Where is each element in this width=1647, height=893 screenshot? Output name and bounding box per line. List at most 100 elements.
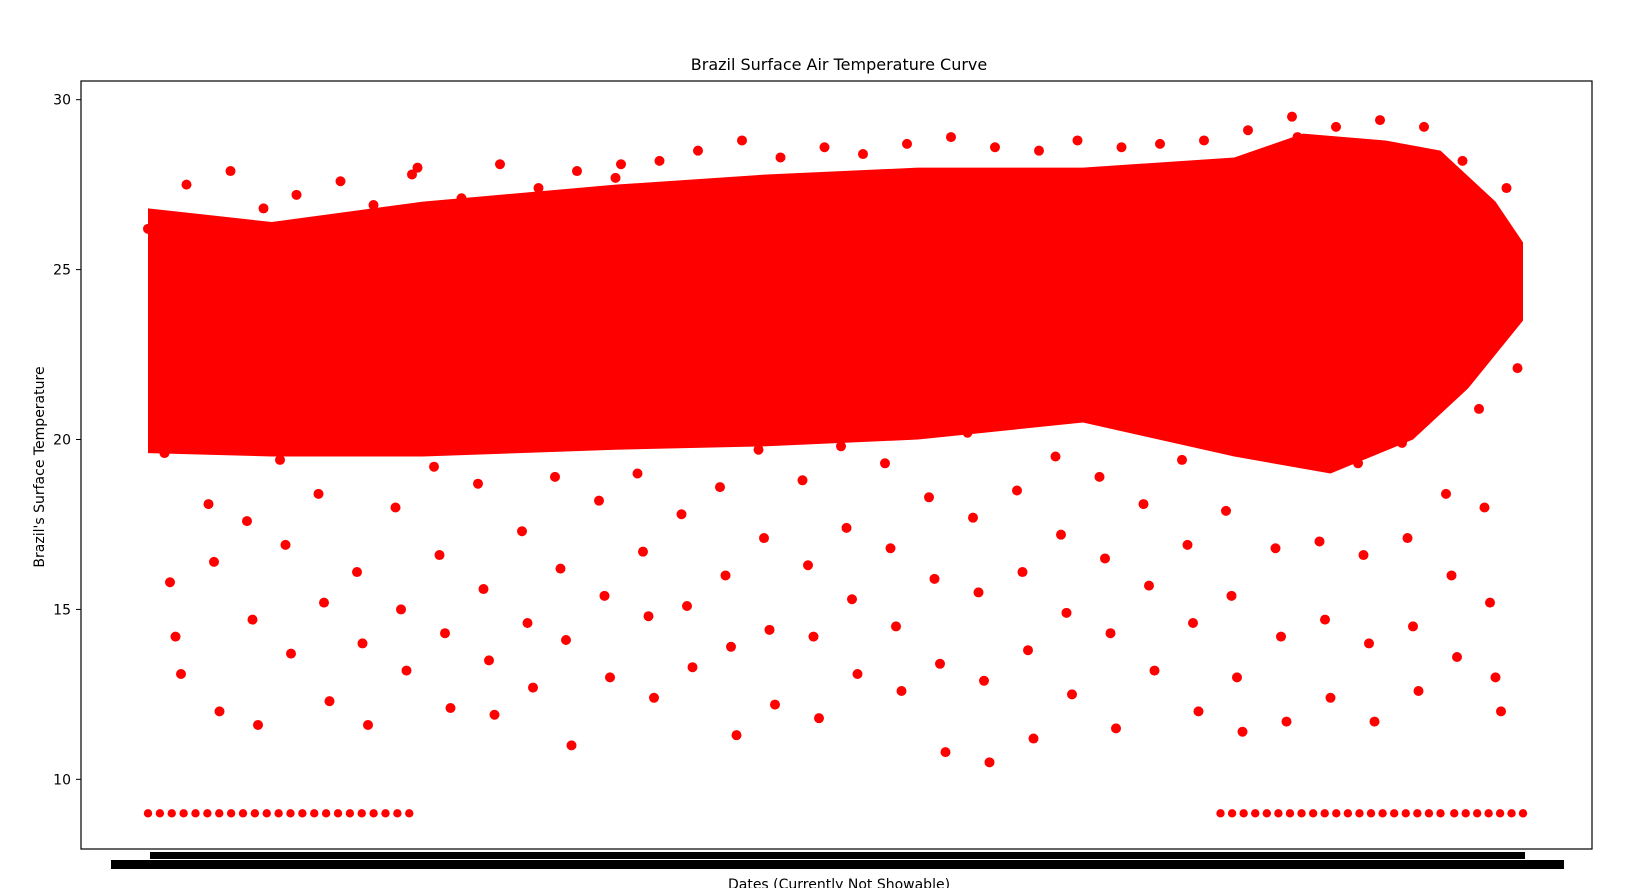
data-point (275, 454, 285, 465)
data-point (396, 604, 406, 615)
data-point (467, 403, 478, 414)
data-point (792, 380, 802, 391)
data-point (918, 410, 929, 421)
data-point (704, 322, 714, 333)
data-point (1380, 149, 1391, 160)
data-point (1490, 672, 1501, 683)
data-point (269, 359, 280, 370)
data-point (253, 719, 263, 730)
baseline-point (191, 809, 200, 818)
baseline-point (143, 809, 153, 818)
data-point (1006, 386, 1017, 397)
data-point (902, 138, 912, 149)
data-point (1259, 366, 1270, 377)
data-point (1507, 247, 1517, 258)
baseline-point (1484, 809, 1493, 818)
data-point (775, 152, 786, 163)
baseline-point (286, 809, 295, 818)
baseline-point (1332, 809, 1341, 818)
data-point (429, 461, 439, 472)
data-point (231, 329, 241, 340)
data-point (1166, 278, 1176, 289)
data-point (280, 539, 291, 550)
data-point (781, 210, 791, 221)
baseline-point (310, 809, 319, 818)
baseline-point (357, 809, 366, 818)
data-point (286, 648, 296, 659)
data-point (1028, 733, 1039, 744)
baseline-point (298, 809, 307, 818)
data-point (1364, 638, 1374, 649)
data-point (682, 601, 692, 612)
data-point (1298, 244, 1308, 255)
baseline-point (1366, 809, 1376, 818)
data-point (1457, 155, 1468, 166)
data-point (1270, 543, 1281, 554)
data-point (407, 169, 417, 180)
data-point (258, 203, 269, 214)
data-point (1050, 451, 1061, 462)
data-point (220, 234, 230, 245)
data-point (434, 550, 445, 561)
data-point (649, 692, 659, 703)
data-point (1122, 234, 1132, 245)
data-point (330, 213, 340, 224)
data-point (517, 526, 527, 537)
data-point (1177, 454, 1187, 465)
data-point (1111, 723, 1121, 734)
data-point (847, 594, 857, 605)
data-point (1243, 125, 1253, 136)
data-point (1072, 135, 1083, 146)
data-point (858, 149, 868, 160)
data-point (687, 662, 698, 673)
data-point (1237, 726, 1248, 737)
data-point (880, 458, 890, 469)
y-tick-label: 15 (53, 602, 71, 618)
data-point (990, 142, 1000, 153)
data-point (1100, 553, 1110, 564)
data-point (374, 261, 384, 272)
data-point (247, 614, 258, 625)
data-point (1276, 631, 1286, 642)
data-point (1501, 183, 1512, 194)
baseline-point (1355, 809, 1364, 818)
data-point (973, 587, 984, 598)
data-point (418, 284, 428, 295)
data-point (599, 590, 610, 601)
data-point (440, 628, 450, 639)
data-point (225, 166, 236, 177)
y-tick-label: 10 (53, 772, 71, 788)
data-point (962, 427, 973, 438)
data-point (236, 400, 247, 411)
baseline-point (1308, 809, 1318, 818)
data-point (533, 183, 544, 194)
data-point (643, 611, 654, 622)
data-point (357, 638, 368, 649)
baseline-point (1450, 809, 1459, 818)
data-point (544, 376, 555, 387)
data-point (951, 240, 962, 251)
data-point (1056, 529, 1066, 540)
data-point (907, 230, 918, 241)
data-point (324, 696, 335, 707)
data-point (198, 424, 208, 435)
baseline-point (1389, 809, 1399, 818)
baseline-point (274, 809, 283, 818)
data-point (671, 434, 681, 445)
data-point (1342, 281, 1352, 292)
data-point (957, 339, 967, 350)
data-point (594, 495, 604, 506)
baseline-point (405, 809, 414, 818)
data-point (522, 618, 533, 629)
data-point (979, 675, 989, 686)
data-point (1353, 458, 1363, 469)
baseline-point (1472, 809, 1482, 818)
data-point (676, 509, 687, 520)
data-point (456, 193, 467, 204)
x-axis-label: Dates (Currently Not Showable) (728, 877, 950, 888)
data-point (940, 747, 951, 758)
data-point (836, 441, 846, 452)
data-point (1133, 407, 1143, 418)
data-point (192, 346, 203, 357)
